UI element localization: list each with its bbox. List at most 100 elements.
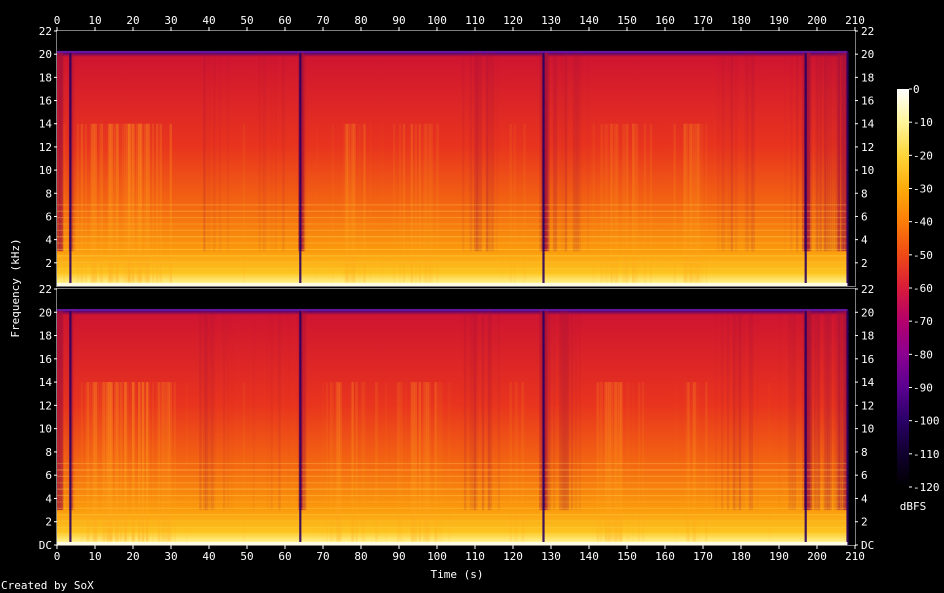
harmonic-band [57,501,848,503]
dc-floor [57,542,848,545]
time-slice [159,123,163,283]
time-slice [606,123,609,283]
time-slice [843,51,846,252]
time-slice [377,382,379,541]
time-slice [112,123,115,283]
time-slice [801,309,805,511]
time-slice [92,123,95,283]
time-slice [705,382,708,542]
x-tick-label: 80 [354,550,367,563]
time-slice [833,51,836,252]
time-slice [199,309,202,511]
time-slice [554,51,558,252]
time-slice [209,52,211,251]
time-slice [683,123,686,283]
x-tick-label: 110 [465,14,485,27]
y-tick-label: 10 [39,423,52,436]
harmonic-band [57,526,848,529]
time-slice [114,123,117,283]
time-slice [701,123,704,283]
time-slice [807,51,811,252]
x-tick-label: 110 [465,550,485,563]
time-slice [339,382,342,542]
time-slice [552,51,556,252]
time-slice [675,382,677,541]
y-tick-label: 16 [861,95,874,108]
y-tick-label: 12 [861,399,874,412]
time-slice [699,123,702,283]
quiet-gap [804,51,807,287]
time-slice [347,123,350,283]
time-slice [833,309,836,511]
time-slice [633,123,637,283]
harmonic-band [57,488,848,490]
time-slice [616,382,619,542]
x-tick-label: 100 [427,550,447,563]
time-slice [375,382,378,542]
time-slice [155,382,159,542]
x-tick-label: 180 [731,550,751,563]
time-slice [610,382,613,542]
colorbar-tick-label: -120 [913,481,940,494]
time-slice [829,309,832,511]
time-slice [788,309,791,511]
time-slice [547,309,550,511]
time-slice [827,51,831,252]
time-slice [335,382,338,542]
time-slice [757,310,759,510]
time-slice [566,309,570,511]
time-slice [837,309,840,511]
time-slice [321,382,325,542]
time-slice [410,382,414,542]
time-slice [155,123,159,283]
x-axis-label: Time (s) [431,568,484,581]
time-slice [737,52,739,251]
time-slice [392,123,396,283]
time-slice [614,382,617,542]
time-slice [632,123,635,283]
y-tick-label: 14 [39,376,53,389]
y-tick-label: 10 [861,164,874,177]
time-slice [70,51,74,252]
time-slice [464,309,467,511]
time-slice [418,382,421,542]
time-slice [424,382,427,542]
y-tick-label: 6 [45,210,52,223]
time-slice [173,382,176,542]
time-slice [169,382,173,542]
time-slice [185,382,188,542]
time-slice [574,309,578,511]
harmonic-band [57,210,848,212]
time-slice [136,123,139,283]
time-slice [258,51,261,252]
time-slice [485,51,489,252]
time-slice [414,123,418,283]
time-slice [497,309,501,511]
time-slice [72,309,76,511]
time-slice [624,123,627,283]
x-tick-label: 40 [202,14,215,27]
x-tick-label: 10 [88,550,101,563]
colorbar: 0 -10 -20 -30 -40 -50 -60 -70 -80 -90 -100 -110 -120 [897,83,940,494]
time-slice [412,382,416,542]
time-slice [116,123,119,283]
y-tick-label: 2 [45,257,52,270]
harmonic-band [57,229,848,231]
time-slice [207,51,210,252]
time-slice [473,51,477,252]
panel-frame [56,30,856,287]
time-slice [491,51,495,252]
time-slice [502,124,504,283]
time-slice [122,123,125,283]
time-slice [817,309,821,511]
time-slice [304,51,307,252]
colorbar-tick-label: -40 [913,216,933,229]
time-slice [247,382,249,541]
time-slice [92,382,95,542]
time-slice [509,123,512,283]
harmonic-band [57,507,848,509]
colorbar-tick-label: 0 [913,83,920,96]
time-slice [203,51,206,252]
spectrogram-field [57,31,848,286]
